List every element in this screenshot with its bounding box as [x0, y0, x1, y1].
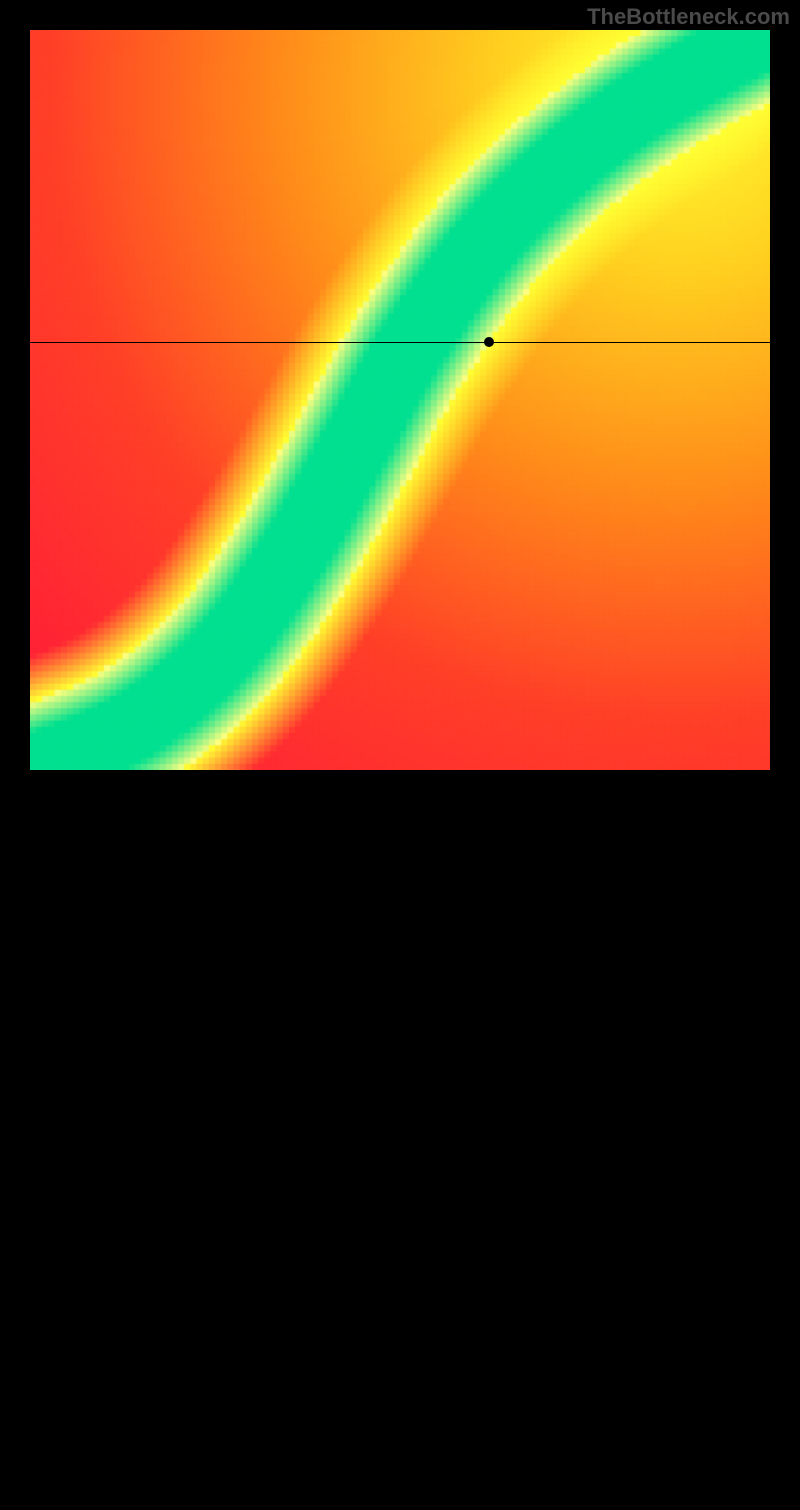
crosshair-vertical — [489, 770, 490, 1510]
watermark-text: TheBottleneck.com — [587, 4, 790, 30]
heatmap-chart — [30, 30, 770, 770]
heatmap-canvas — [30, 30, 770, 770]
marker-dot — [484, 337, 494, 347]
crosshair-horizontal — [30, 342, 770, 343]
